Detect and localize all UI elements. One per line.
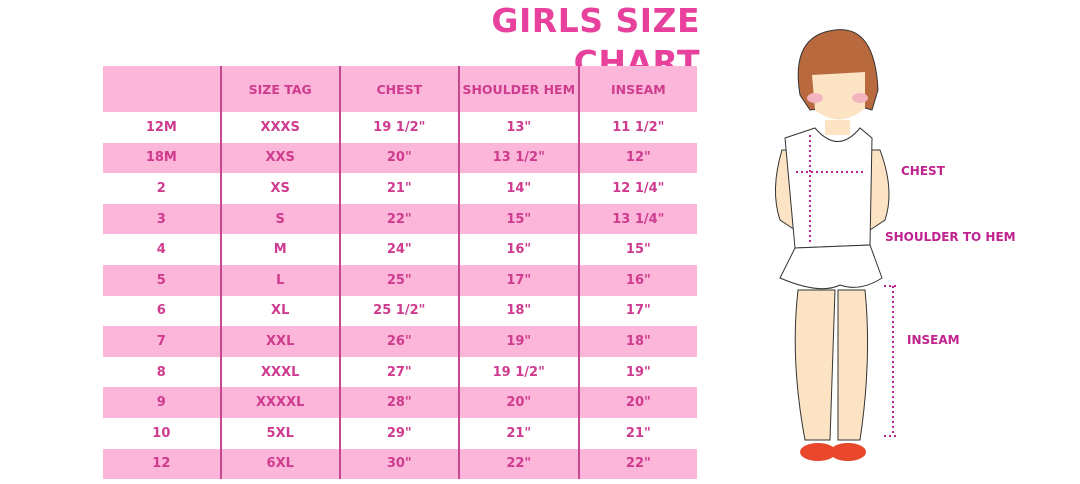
table-cell: 13" [457,112,579,143]
table-row: 6 XL 25 1/2" 18" 17" [103,295,697,327]
girl-figure-icon [774,29,898,461]
table-cell: 15" [457,203,579,235]
table-cell: M [219,234,340,265]
table-cell: XS [219,173,340,204]
table-cell: 30" [338,448,459,480]
column-header: SIZE TAG [219,66,340,112]
table-cell: XXS [219,142,340,174]
table-cell: 18" [577,326,697,357]
table-cell: 14" [457,173,579,204]
table-cell: 22" [577,448,697,480]
table-cell: 29" [338,417,459,449]
table-cell: 19" [577,356,697,388]
table-cell: 20" [457,387,579,418]
table-cell: 18M [103,142,221,174]
table-row: 18M XXS 20" 13 1/2" 12" [103,142,697,174]
table-cell: 5XL [219,417,340,449]
table-cell: 18" [457,295,579,327]
table-row: 3 S 22" 15" 13 1/4" [103,203,697,235]
column-header: SHOULDER HEM [457,66,579,112]
table-cell: XL [219,295,340,327]
shoulder-to-hem-label: SHOULDER TO HEM [885,230,1016,244]
table-cell: 21" [577,417,697,449]
table-cell: 17" [457,264,579,296]
table-cell: 27" [338,356,459,388]
table-cell: 17" [577,295,697,327]
table-cell: 22" [338,203,459,235]
size-chart-table: SIZE TAG CHEST SHOULDER HEM INSEAM 12M XXXS 1… [103,66,697,480]
girl-measurement-illustration: CHEST SHOULDER TO HEM INSEAM [760,20,1080,484]
table-row: 4 M 24" 16" 15" [103,234,697,265]
table-cell: 22" [457,448,579,480]
table-cell: 4 [156,242,166,258]
table-cell: XXXL [219,356,340,388]
table-cell: 12" [577,142,697,174]
inseam-label: INSEAM [907,333,960,347]
column-header [103,66,221,112]
table-cell: 3 [103,203,221,235]
table-cell: 7 [103,326,221,357]
table-row: 2 XS 21" 14" 12 1/4" [103,173,697,204]
table-cell: 13 1/4" [577,203,697,235]
table-cell: S [219,203,340,235]
table-cell: 19 1/2" [338,112,459,143]
table-row: 9 XXXXL 28" 20" 20" [103,387,697,418]
table-cell: XXXS [219,112,340,143]
table-cell: 15" [577,234,697,265]
table-cell: XXL [219,326,340,357]
table-row: 12 6XL 30" 22" 22" [103,448,697,480]
table-cell: 24" [338,234,459,265]
table-cell: 12M [145,119,177,135]
table-cell: 6 [156,303,166,319]
chest-label: CHEST [901,164,945,178]
table-cell: 9 [103,387,221,418]
table-cell: 21" [338,173,459,204]
table-cell: 12 [103,448,221,480]
table-cell: 12 1/4" [577,173,697,204]
table-cell: 21" [457,417,579,449]
table-row: 8 XXXL 27" 19 1/2" 19" [103,356,697,388]
table-cell: 13 1/2" [457,142,579,174]
table-cell: 20" [577,387,697,418]
table-cell: 25 1/2" [338,295,459,327]
page-title: GIRLS SIZE CHART [491,1,700,82]
table-row: 12M XXXS 19 1/2" 13" 11 1/2" [103,112,697,143]
table-cell: 28" [338,387,459,418]
table-cell: 11 1/2" [577,112,697,143]
table-cell: 20" [338,142,459,174]
table-header-row: SIZE TAG CHEST SHOULDER HEM INSEAM [103,66,697,112]
table-cell: 6XL [219,448,340,480]
table-row: 7 XXL 26" 19" 18" [103,326,697,357]
table-cell: 5 [103,264,221,296]
table-cell: 19" [457,326,579,357]
table-cell: 10 [152,425,171,441]
table-cell: 8 [156,364,166,380]
table-cell: XXXXL [219,387,340,418]
table-cell: 16" [457,234,579,265]
table-row: 5 L 25" 17" 16" [103,264,697,296]
table-cell: 26" [338,326,459,357]
column-header: INSEAM [577,66,697,112]
table-row: 10 5XL 29" 21" 21" [103,417,697,449]
table-cell: 19 1/2" [457,356,579,388]
table-cell: L [219,264,340,296]
table-cell: 16" [577,264,697,296]
column-header: CHEST [338,66,459,112]
table-cell: 2 [156,180,166,196]
table-cell: 25" [338,264,459,296]
